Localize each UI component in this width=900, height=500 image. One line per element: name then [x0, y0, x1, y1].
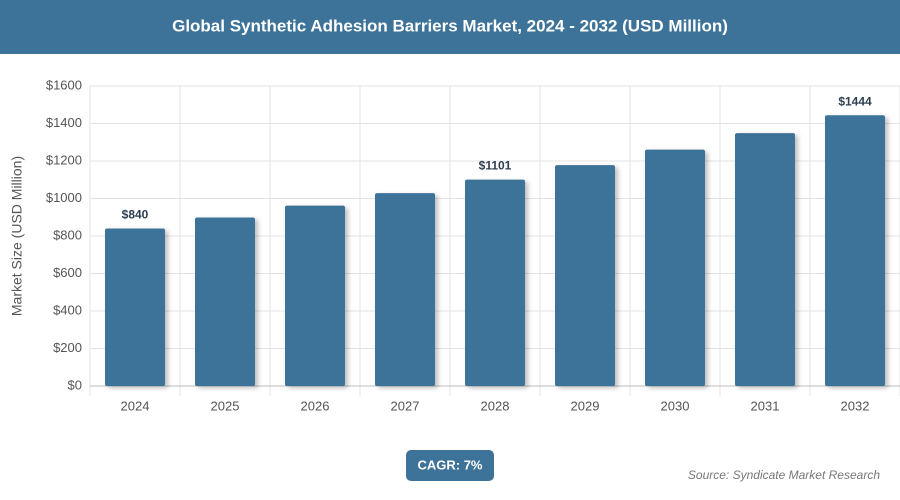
data-label: $1444 — [838, 94, 872, 108]
bar — [555, 165, 615, 386]
x-tick-label: 2026 — [301, 398, 330, 413]
source-note: Source: Syndicate Market Research — [688, 468, 880, 482]
y-tick-label: $400 — [53, 302, 82, 317]
data-label: $1101 — [479, 159, 512, 173]
bar — [195, 217, 255, 386]
y-tick-label: $1000 — [46, 190, 82, 205]
y-tick-label: $600 — [53, 265, 82, 280]
x-tick-label: 2031 — [751, 398, 780, 413]
bar — [735, 133, 795, 386]
x-tick-label: 2028 — [481, 398, 510, 413]
y-tick-label: $800 — [53, 227, 82, 242]
y-tick-label: $200 — [53, 340, 82, 355]
y-tick-label: $1200 — [46, 152, 82, 167]
x-tick-label: 2029 — [571, 398, 600, 413]
bar — [375, 193, 435, 386]
y-axis-label: Market Size (USD Million) — [9, 156, 25, 316]
x-tick-label: 2030 — [661, 398, 690, 413]
cagr-label: CAGR: 7% — [417, 457, 482, 472]
cagr-badge — [406, 450, 494, 481]
x-tick-label: 2024 — [121, 398, 150, 413]
bar — [645, 149, 705, 386]
x-tick-label: 2027 — [391, 398, 420, 413]
bar — [105, 228, 165, 386]
y-tick-label: $1400 — [46, 115, 82, 130]
x-tick-label: 2032 — [841, 398, 870, 413]
bar — [285, 205, 345, 386]
bar — [465, 179, 525, 386]
chart-title: Global Synthetic Adhesion Barriers Marke… — [172, 16, 728, 35]
y-tick-label: $1600 — [46, 77, 82, 92]
y-tick-label: $0 — [68, 377, 82, 392]
data-label: $840 — [122, 208, 149, 222]
bar — [825, 115, 885, 386]
header-band — [0, 0, 900, 54]
x-tick-label: 2025 — [211, 398, 240, 413]
